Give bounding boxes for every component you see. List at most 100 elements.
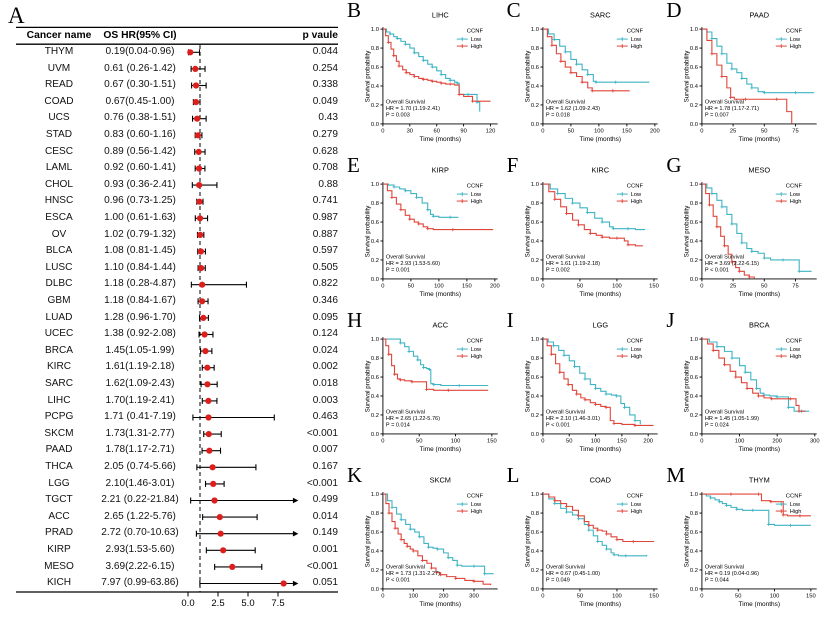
censor-mark [723,244,727,248]
cancer-name-cell: PAAD [45,444,73,456]
censor-mark [398,378,402,382]
km-x-tick: 150 [487,438,497,444]
km-annotation-line: HR = 2.65 (1.22-5.76) [386,416,440,422]
km-y-tick: 0.0 [371,587,379,593]
censor-mark [734,375,738,379]
km-annotation-line: P = 0.003 [386,112,410,118]
censor-mark [797,269,802,273]
censor-mark [390,505,394,509]
km-y-tick: 0.8 [690,201,698,207]
forest-row-COAD: COAD 0.67(0.45-1.00) 0.049 [0,94,345,111]
cancer-name-cell: LGG [48,477,70,489]
km-x-tick: 0 [701,128,704,134]
km-panel-BRCA: J 0.0 0.2 0.4 0.6 0.8 1.0 0 100 200 300 BRCA Time (m… [664,310,824,465]
p-value-cell: 0.279 [312,129,338,140]
p-value-cell: 0.049 [312,95,338,107]
km-title: LIHC [432,11,449,20]
column-header-cancer-name: Cancer name [26,30,92,41]
km-legend-title: CCNF [467,184,484,190]
censor-mark [412,51,416,55]
censor-mark [576,223,580,227]
km-y-tick: 0.8 [531,356,539,362]
km-y-tick: 0.2 [531,568,539,574]
censor-mark [729,95,733,99]
km-y-tick: 0.8 [690,356,698,362]
censor-mark [403,42,407,46]
km-annotation-line: HR = 1.61 (1.19-2.18) [546,261,600,267]
km-y-tick: 1.0 [531,492,539,498]
km-x-axis-label: Time (months) [579,291,620,298]
legend-plus-icon [619,44,624,49]
km-panel-ACC: H 0.0 0.2 0.4 0.6 0.8 1.0 0 50 100 150 ACC Time (mon… [345,310,505,465]
km-y-tick: 0.6 [690,530,698,536]
km-legend-title: CCNF [786,184,803,190]
cancer-name-cell: COAD [44,95,74,107]
km-legend-label: High [790,44,802,50]
censor-mark [718,500,722,504]
censor-mark [472,564,476,568]
censor-mark [633,423,637,427]
legend-plus-icon [460,509,465,514]
forest-row-UCEC: UCEC 1.38 (0.92-2.08) 0.124 [0,326,345,343]
km-annotation-line: HR = 3.69 (2.22-6.15) [705,261,759,267]
legend-plus-icon [779,44,784,49]
censor-mark [408,527,412,531]
censor-mark [387,352,391,356]
cancer-name-cell: LIHC [47,394,71,406]
km-x-tick: 100 [770,593,780,599]
censor-mark [730,356,734,360]
p-value-cell: 0.338 [312,79,338,91]
km-y-tick: 0.4 [531,394,540,400]
p-value-cell: 0.88 [318,178,338,190]
censor-mark [583,377,587,381]
forest-row-OV: OV 1.02 (0.79-1.32) 0.887 [0,227,345,244]
km-annotation-line: P = 0.007 [705,112,729,118]
censor-mark [407,349,411,354]
panel-letter-C: C [506,0,521,22]
censor-mark [738,269,742,273]
censor-mark [564,211,568,216]
km-legend-label: Low [790,347,801,353]
legend-plus-icon [619,347,624,352]
km-x-tick: 120 [486,128,496,134]
km-y-axis-label: Survival probability [364,515,371,568]
forest-row-BLCA: BLCA 1.08 (0.81-1.45) 0.597 [0,243,345,260]
km-annotation-line: HR = 0.19 (0.04-0.96) [705,571,759,577]
censor-mark [421,365,426,370]
censor-mark [710,36,714,41]
p-value-cell: 0.051 [312,577,338,589]
km-x-tick: 200 [490,283,500,289]
km-annotation-line: P = 0.049 [546,577,570,583]
km-title: MESO [749,166,771,175]
forest-x-tick-label: 5.0 [241,598,254,609]
cancer-name-cell: ESCA [45,212,73,223]
censor-mark [410,380,414,384]
panel-letter-E: E [347,153,360,177]
p-value-cell: 0.987 [312,212,338,223]
censor-mark [426,208,430,212]
cancer-name-cell: BLCA [45,245,73,257]
p-value-cell: 0.095 [312,311,338,323]
censor-mark [604,392,608,396]
censor-mark [720,205,724,209]
km-title: THYM [749,476,770,485]
km-y-tick: 0.2 [690,413,698,419]
censor-mark [564,510,568,514]
censor-mark [593,402,597,407]
p-value-cell: 0.001 [312,544,338,555]
km-x-tick: 150 [806,593,816,599]
censor-mark [781,513,786,517]
hr-ci-cell: 1.00 (0.61-1.63) [104,212,176,223]
km-legend-title: CCNF [786,29,803,35]
km-legend-label: High [471,44,483,50]
censor-mark [715,225,719,229]
legend-plus-icon [619,192,624,197]
km-y-tick: 1.0 [371,27,379,33]
p-value-cell: 0.822 [312,278,338,290]
km-y-tick: 0.6 [531,530,539,536]
km-legend-title: CCNF [786,339,803,345]
km-y-tick: 0.2 [531,413,539,419]
km-curve-high [542,183,643,247]
p-value-cell: <0.001 [306,560,338,572]
km-title: BRCA [749,321,770,330]
